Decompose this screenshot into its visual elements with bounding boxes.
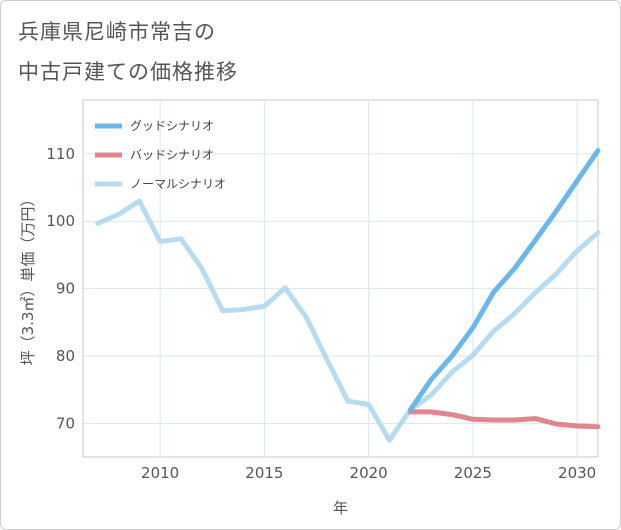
tick-layer: 2010 2015 2020 2025 2030 70 80 90 100 110 bbox=[46, 145, 596, 482]
series-line-1 bbox=[407, 409, 601, 430]
series-line-0 bbox=[407, 148, 601, 413]
y-tick-label: 110 bbox=[46, 145, 75, 163]
y-tick-label: 70 bbox=[56, 414, 75, 432]
chart-title-line2: 中古戸建ての価格推移 bbox=[18, 60, 238, 84]
x-tick-label: 2025 bbox=[454, 464, 492, 482]
x-tick-label: 2015 bbox=[245, 464, 283, 482]
chart-title-line1: 兵庫県尼崎市常吉の bbox=[18, 20, 216, 44]
legend-label-2: ノーマルシナリオ bbox=[130, 177, 226, 191]
legend-label-1: バッドシナリオ bbox=[130, 148, 214, 162]
y-axis-label: 坪（3.3㎡）単価（万円） bbox=[19, 192, 37, 366]
y-tick-label: 100 bbox=[46, 212, 75, 230]
x-tick-label: 2010 bbox=[141, 464, 179, 482]
plot-area bbox=[82, 99, 599, 458]
legend-label-0: グッドシナリオ bbox=[130, 119, 214, 133]
series-layer bbox=[95, 148, 601, 443]
series-line-2 bbox=[95, 198, 601, 443]
x-tick-label: 2030 bbox=[558, 464, 596, 482]
x-tick-label: 2020 bbox=[350, 464, 388, 482]
y-tick-label: 80 bbox=[56, 347, 75, 365]
y-tick-label: 90 bbox=[56, 280, 75, 298]
x-axis-label: 年 bbox=[333, 499, 348, 517]
grid-layer bbox=[82, 99, 599, 458]
